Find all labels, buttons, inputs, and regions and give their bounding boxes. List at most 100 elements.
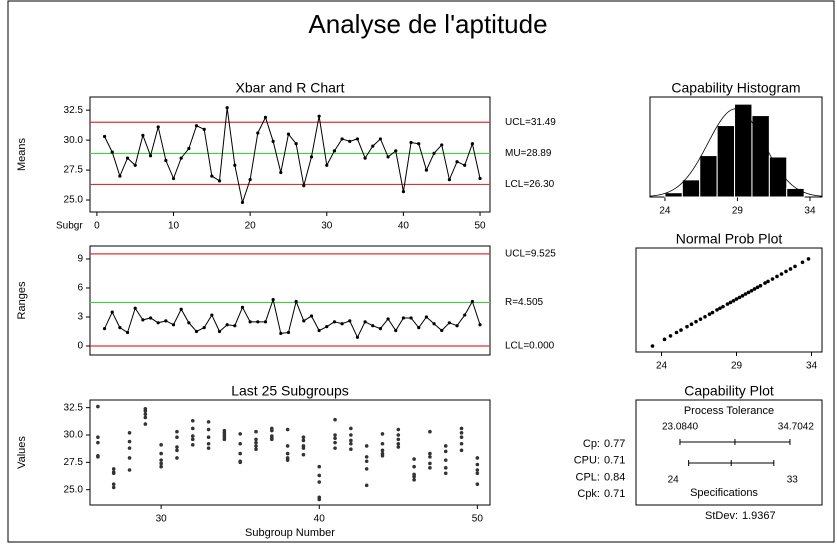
point: [694, 319, 698, 324]
x-tick-label: 24: [659, 206, 671, 217]
point: [317, 497, 322, 502]
point: [263, 115, 268, 119]
control-limit-label: MU=28.89: [505, 148, 552, 159]
spec-label: 33: [787, 475, 799, 486]
point: [133, 163, 137, 167]
point: [355, 137, 360, 141]
point: [401, 316, 406, 320]
point: [349, 447, 353, 452]
point: [270, 428, 274, 433]
x-axis-label: Subgroup Number: [245, 527, 335, 539]
stat-name: CPL:: [576, 471, 600, 483]
stat-name: CPU:: [574, 455, 600, 467]
point: [455, 160, 459, 164]
point: [740, 293, 745, 298]
point: [271, 139, 275, 143]
point: [206, 441, 211, 446]
point: [217, 329, 222, 334]
point: [309, 314, 314, 318]
point: [443, 471, 448, 476]
point: [428, 451, 432, 456]
point: [340, 137, 344, 141]
y-tick-label: 25.0: [64, 195, 84, 206]
point: [256, 320, 260, 324]
point: [443, 466, 448, 470]
point: [424, 315, 428, 319]
x-tick-label: 30: [156, 514, 168, 525]
point: [285, 458, 290, 462]
point: [271, 297, 275, 302]
point: [674, 330, 679, 335]
point: [394, 149, 398, 153]
point: [285, 427, 290, 432]
point: [348, 319, 352, 323]
control-limit-label: R=4.505: [505, 297, 544, 308]
point: [141, 133, 145, 137]
x-tick-label: 50: [474, 221, 486, 232]
point: [333, 417, 337, 422]
point: [679, 328, 683, 332]
point: [364, 455, 369, 459]
point: [127, 456, 132, 460]
point: [254, 429, 258, 434]
point: [148, 316, 153, 320]
point: [447, 321, 451, 325]
point: [428, 455, 432, 459]
y-tick-label: 32.5: [64, 105, 84, 116]
point: [187, 321, 191, 325]
point: [206, 427, 211, 432]
point: [317, 473, 322, 478]
point: [728, 300, 733, 305]
point: [110, 310, 114, 314]
panel-title: Last 25 Subgroups: [231, 383, 349, 399]
bar: [768, 156, 788, 198]
point: [111, 467, 116, 471]
control-limit-label: LCL=0.000: [505, 341, 555, 352]
point: [127, 431, 132, 435]
point: [364, 444, 369, 448]
point: [111, 470, 116, 474]
point: [206, 420, 211, 424]
point: [175, 445, 179, 449]
point: [317, 114, 321, 118]
point: [111, 482, 116, 487]
point: [118, 326, 122, 330]
point: [417, 142, 421, 146]
series-line: [104, 297, 481, 339]
point: [470, 142, 474, 146]
point: [447, 178, 451, 182]
plot-frame: [635, 399, 823, 506]
point: [746, 290, 751, 295]
x-tick-label: 30: [321, 221, 333, 232]
point: [364, 467, 369, 471]
point: [363, 320, 367, 324]
point: [222, 437, 227, 442]
bar: [699, 155, 718, 198]
point: [459, 435, 464, 439]
point: [285, 444, 290, 448]
point: [240, 200, 245, 205]
point: [396, 427, 401, 432]
stat-name: Cp:: [583, 438, 600, 450]
point: [417, 326, 421, 330]
stdev-value: 1.9367: [742, 510, 776, 522]
point: [190, 418, 195, 423]
point: [412, 478, 416, 482]
point: [412, 474, 416, 479]
point: [432, 151, 436, 155]
point: [125, 330, 130, 335]
spec-label: 24: [668, 475, 680, 486]
stdev-label: StDev:: [705, 510, 738, 522]
x-tick-label: 29: [731, 361, 743, 372]
point: [309, 155, 314, 159]
point: [175, 435, 179, 439]
x-tick-label: 40: [314, 514, 326, 525]
point: [175, 448, 179, 453]
point: [159, 443, 163, 447]
point: [225, 323, 229, 327]
point: [743, 292, 748, 296]
bar: [716, 125, 736, 198]
point: [371, 324, 375, 328]
point: [463, 313, 467, 317]
